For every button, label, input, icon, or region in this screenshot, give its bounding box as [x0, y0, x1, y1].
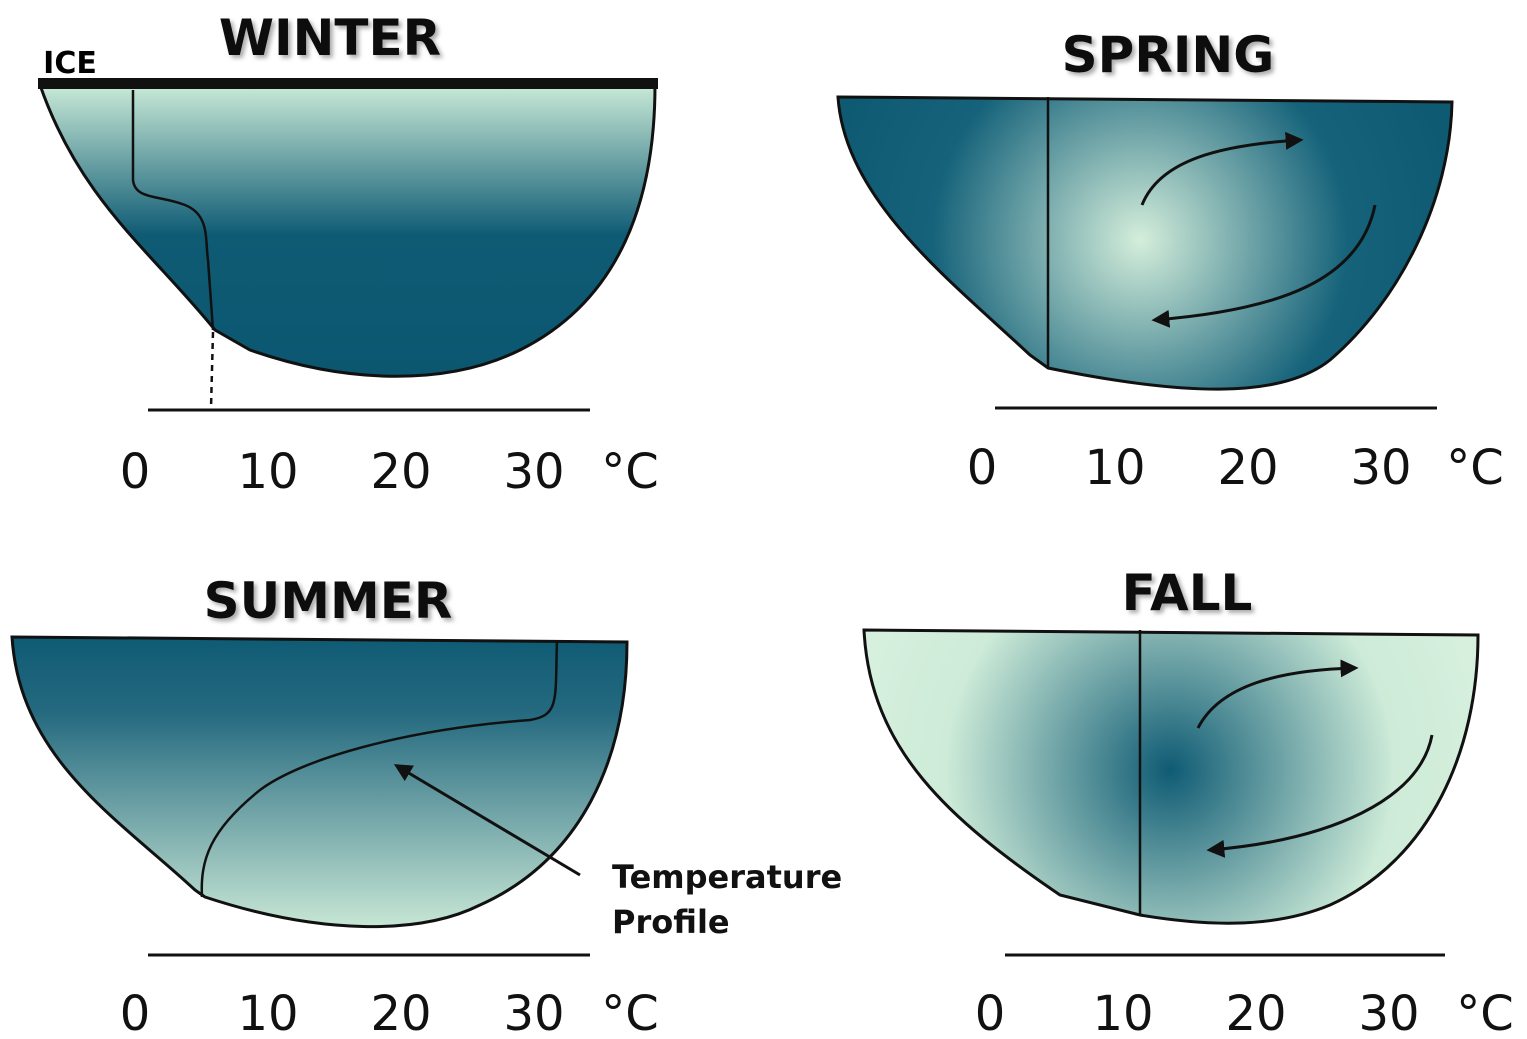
axis-tick-label: 30 [503, 444, 564, 500]
axis-unit: °C [1456, 986, 1514, 1039]
lake-basin [10, 635, 629, 929]
temperature-profile [200, 639, 559, 898]
axis-tick-label: 20 [370, 986, 431, 1039]
annotation: Temperature [612, 858, 842, 896]
axis-tick-label: 0 [120, 444, 151, 500]
lake-basin [37, 83, 657, 378]
lake-basin [862, 628, 1480, 925]
circulation-arrow [1206, 734, 1434, 858]
axis-tick-label: 20 [1217, 440, 1278, 496]
axis-tick-label: 10 [237, 444, 298, 500]
axis-tick-label: 10 [1084, 440, 1145, 496]
axis-unit: °C [601, 986, 659, 1039]
annotation-arrow [393, 764, 581, 877]
annotation: Profile [612, 903, 730, 941]
panel-title: WINTER [219, 9, 441, 67]
spring-panel [836, 95, 1454, 410]
axis-tick-label: 10 [237, 986, 298, 1039]
fall-panel [862, 628, 1480, 957]
axis-tick-label: 0 [967, 440, 998, 496]
ice-label: ICE [43, 46, 97, 81]
axis-tick-label: 10 [1092, 986, 1153, 1039]
circulation-arrow [1151, 204, 1377, 328]
lake-basin [836, 95, 1454, 391]
temperature-profile [131, 90, 215, 331]
axis-tick-label: 0 [975, 986, 1006, 1039]
axis-tick-label: 30 [1358, 986, 1419, 1039]
circulation-arrow [1196, 659, 1359, 729]
axis-tick-label: 30 [503, 986, 564, 1039]
summer-panel: Temperature Profile [10, 635, 842, 957]
axis-unit: °C [1446, 440, 1504, 496]
axis-tick-label: 30 [1350, 440, 1411, 496]
panel-title: SPRING [1062, 26, 1275, 84]
panel-title: FALL [1122, 564, 1253, 622]
dashed-line [209, 331, 215, 409]
axis-tick-label: 20 [370, 444, 431, 500]
ice-layer [38, 78, 658, 89]
axis-tick-label: 20 [1225, 986, 1286, 1039]
winter-panel: ICE [37, 46, 658, 412]
panel-title: SUMMER [204, 572, 453, 630]
axis-unit: °C [601, 444, 659, 500]
circulation-arrow [1140, 131, 1304, 206]
axis-tick-label: 0 [120, 986, 151, 1039]
